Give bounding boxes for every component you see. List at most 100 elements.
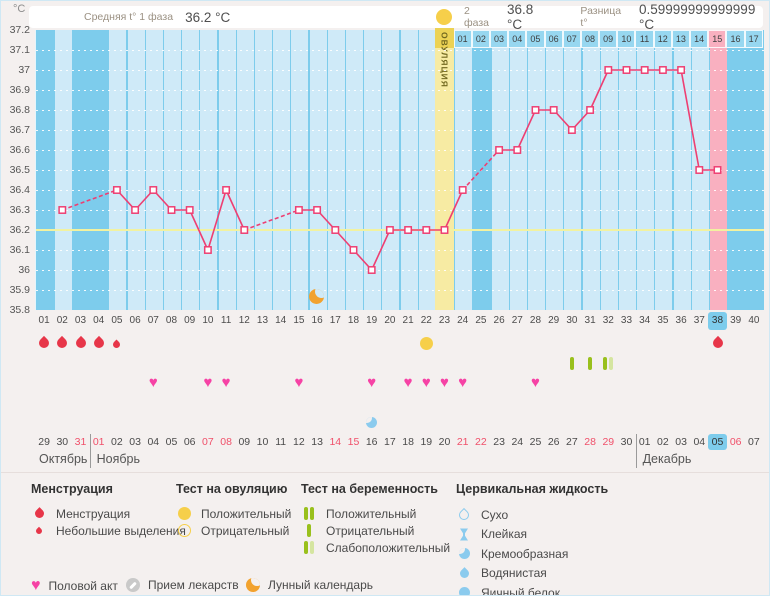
temp-marker[interactable] xyxy=(458,186,467,194)
temp-marker[interactable] xyxy=(713,166,722,174)
day-column[interactable] xyxy=(491,48,509,310)
date-cell[interactable]: 15 xyxy=(347,436,360,448)
day-label[interactable]: 13 xyxy=(256,315,269,326)
temp-marker[interactable] xyxy=(240,226,249,234)
date-cell[interactable]: 12 xyxy=(293,436,305,448)
day-label[interactable]: 33 xyxy=(620,315,633,326)
date-cell[interactable]: 09 xyxy=(238,436,251,448)
date-cell[interactable]: 01 xyxy=(638,436,651,448)
date-cell[interactable]: 30 xyxy=(620,436,633,448)
day-label[interactable]: 35 xyxy=(657,315,669,326)
day-label[interactable]: 19 xyxy=(366,315,378,326)
temp-marker[interactable] xyxy=(604,66,613,74)
day-label[interactable]: 18 xyxy=(347,315,360,326)
date-cell[interactable]: 03 xyxy=(675,436,687,448)
temp-marker[interactable] xyxy=(586,106,595,114)
temp-marker[interactable] xyxy=(331,226,340,234)
temp-marker[interactable] xyxy=(695,166,704,174)
date-cell[interactable]: 16 xyxy=(365,436,378,448)
day-label[interactable]: 31 xyxy=(584,315,596,326)
date-cell[interactable]: 02 xyxy=(657,436,669,448)
temp-marker[interactable] xyxy=(313,206,322,214)
date-cell[interactable]: 04 xyxy=(693,436,706,448)
date-cell[interactable]: 29 xyxy=(602,436,615,448)
date-cell[interactable]: 23 xyxy=(493,436,505,448)
date-cell[interactable]: 30 xyxy=(56,436,69,448)
date-cell[interactable]: 20 xyxy=(438,436,451,448)
date-cell[interactable]: 01 xyxy=(92,436,105,448)
highlight-day-column[interactable] xyxy=(709,48,728,310)
temp-marker[interactable] xyxy=(385,226,394,234)
date-cell[interactable]: 06 xyxy=(729,436,742,448)
day-label[interactable]: 08 xyxy=(165,315,178,326)
temp-marker[interactable] xyxy=(677,66,686,74)
temp-marker[interactable] xyxy=(294,206,303,214)
day-label[interactable]: 23 xyxy=(438,315,451,326)
day-label[interactable]: 40 xyxy=(748,315,760,326)
day-column[interactable] xyxy=(655,48,673,310)
date-cell[interactable]: 10 xyxy=(256,436,269,448)
temp-marker[interactable] xyxy=(531,106,540,114)
day-label[interactable]: 06 xyxy=(129,315,141,326)
date-cell[interactable]: 13 xyxy=(311,436,323,448)
day-label[interactable]: 32 xyxy=(602,315,614,326)
day-label[interactable]: 11 xyxy=(220,315,232,326)
date-cell[interactable]: 28 xyxy=(584,436,596,448)
day-label[interactable]: 09 xyxy=(184,315,196,326)
temp-marker[interactable] xyxy=(222,186,231,194)
date-cell[interactable]: 25 xyxy=(529,436,542,448)
day-label[interactable]: 07 xyxy=(147,315,159,326)
day-label[interactable]: 02 xyxy=(56,315,68,326)
date-cell[interactable]: 07 xyxy=(202,436,214,448)
day-label[interactable]: 14 xyxy=(275,315,287,326)
date-cell[interactable]: 27 xyxy=(566,436,578,448)
day-column[interactable] xyxy=(618,48,637,310)
day-label[interactable]: 25 xyxy=(475,315,487,326)
day-label[interactable]: 01 xyxy=(38,315,50,326)
day-column[interactable] xyxy=(564,48,582,310)
temp-marker[interactable] xyxy=(622,66,631,74)
day-label[interactable]: 04 xyxy=(93,315,105,326)
temp-marker[interactable] xyxy=(203,246,212,254)
date-cell[interactable]: 24 xyxy=(511,436,524,448)
date-cell[interactable]: 21 xyxy=(456,436,469,448)
date-cell[interactable]: 06 xyxy=(183,436,196,448)
day-label[interactable]: 22 xyxy=(420,315,432,326)
day-column[interactable] xyxy=(509,48,527,310)
day-column[interactable] xyxy=(691,48,709,310)
day-label[interactable]: 20 xyxy=(384,315,396,326)
day-label[interactable]: 05 xyxy=(111,315,123,326)
day-column[interactable] xyxy=(600,48,618,310)
temp-marker[interactable] xyxy=(367,266,376,274)
day-label[interactable]: 30 xyxy=(566,315,578,326)
day-label[interactable]: 26 xyxy=(493,315,505,326)
day-label[interactable]: 12 xyxy=(238,315,250,326)
day-label[interactable]: 16 xyxy=(311,315,323,326)
temp-marker[interactable] xyxy=(513,146,522,154)
temp-marker[interactable] xyxy=(131,206,140,214)
temp-marker[interactable] xyxy=(112,186,121,194)
date-cell[interactable]: 31 xyxy=(74,436,87,448)
temp-marker[interactable] xyxy=(495,146,504,154)
day-label[interactable]: 39 xyxy=(730,315,742,326)
day-label[interactable]: 38 xyxy=(708,312,727,330)
date-cell[interactable]: 03 xyxy=(129,436,141,448)
day-label[interactable]: 15 xyxy=(293,315,305,326)
day-label[interactable]: 24 xyxy=(457,315,469,326)
day-label[interactable]: 27 xyxy=(511,315,523,326)
temp-marker[interactable] xyxy=(440,226,449,234)
temp-marker[interactable] xyxy=(549,106,558,114)
date-cell[interactable]: 11 xyxy=(275,436,287,448)
day-column[interactable] xyxy=(455,48,473,310)
day-label[interactable]: 36 xyxy=(675,315,687,326)
day-column[interactable] xyxy=(637,48,655,310)
temp-marker[interactable] xyxy=(149,186,158,194)
date-cell[interactable]: 07 xyxy=(748,436,760,448)
temp-marker[interactable] xyxy=(404,226,413,234)
day-label[interactable]: 10 xyxy=(202,315,214,326)
temp-marker[interactable] xyxy=(567,126,576,134)
date-cell[interactable]: 22 xyxy=(475,436,487,448)
date-cell[interactable]: 08 xyxy=(220,436,232,448)
day-label[interactable]: 29 xyxy=(548,315,560,326)
date-cell[interactable]: 04 xyxy=(147,436,160,448)
